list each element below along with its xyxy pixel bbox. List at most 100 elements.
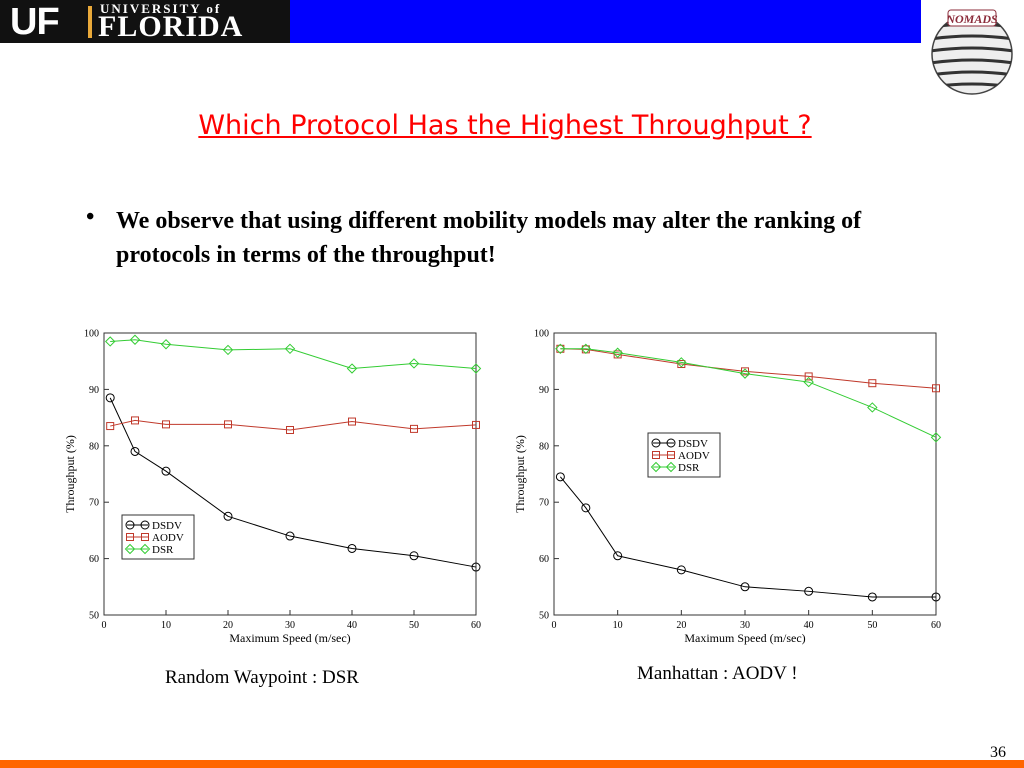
logo-name: FLORIDA bbox=[98, 10, 244, 43]
series-line-aodv bbox=[110, 419, 477, 431]
logo-short: UF bbox=[10, 1, 60, 43]
data-point-aodv bbox=[868, 379, 877, 388]
data-point-dsr bbox=[160, 339, 172, 350]
y-axis-label: Throughput (%) bbox=[513, 435, 527, 513]
y-tick-label: 50 bbox=[539, 611, 549, 622]
series-dsr bbox=[104, 334, 482, 374]
data-point-dsdv bbox=[581, 503, 591, 513]
y-tick-label: 80 bbox=[539, 441, 549, 452]
data-point-dsdv bbox=[867, 592, 877, 602]
logo-divider bbox=[88, 6, 92, 38]
series-line-dsdv bbox=[109, 397, 477, 568]
data-point-aodv bbox=[162, 420, 170, 429]
legend-marker-dsr bbox=[650, 461, 662, 473]
slide-title: Which Protocol Has the Highest Throughpu… bbox=[198, 110, 812, 141]
data-point-dsr bbox=[803, 376, 814, 388]
data-point-dsdv bbox=[347, 543, 357, 553]
data-point-dsdv bbox=[471, 562, 481, 572]
x-tick-label: 20 bbox=[676, 620, 686, 631]
data-point-dsr bbox=[346, 363, 358, 374]
data-point-dsr bbox=[129, 334, 141, 345]
y-tick-label: 60 bbox=[539, 554, 549, 565]
x-tick-label: 50 bbox=[867, 620, 877, 631]
nomads-label: NOMADS bbox=[945, 12, 998, 26]
y-axis-label: Throughput (%) bbox=[63, 435, 77, 513]
data-point-dsdv bbox=[676, 565, 686, 575]
series-line-dsr bbox=[110, 339, 477, 370]
x-tick-label: 40 bbox=[804, 620, 814, 631]
legend-marker-dsdv bbox=[140, 520, 150, 530]
caption-manhattan: Manhattan : AODV ! bbox=[637, 663, 798, 684]
x-tick-label: 10 bbox=[161, 620, 171, 631]
series-dsdv bbox=[105, 393, 481, 572]
legend-label-dsr: DSR bbox=[678, 462, 700, 474]
legend-label-aodv: AODV bbox=[152, 532, 184, 544]
data-point-dsr bbox=[676, 357, 687, 368]
legend-marker-aodv bbox=[667, 451, 675, 459]
legend-marker-dsr bbox=[665, 461, 677, 473]
data-point-dsdv bbox=[130, 446, 140, 456]
data-point-dsdv bbox=[409, 551, 419, 561]
data-point-dsdv bbox=[931, 592, 941, 602]
legend-marker-aodv bbox=[126, 533, 134, 541]
y-tick-label: 100 bbox=[534, 329, 549, 340]
data-point-aodv bbox=[804, 372, 813, 381]
plot-frame bbox=[103, 332, 477, 616]
data-point-dsdv bbox=[804, 586, 814, 596]
x-axis-label: Maximum Speed (m/sec) bbox=[684, 631, 805, 645]
y-tick-label: 80 bbox=[89, 441, 99, 452]
data-point-aodv bbox=[224, 420, 232, 429]
footer-bar bbox=[0, 760, 1024, 768]
x-tick-label: 60 bbox=[471, 620, 481, 631]
legend-marker-aodv bbox=[652, 451, 660, 459]
data-point-dsr bbox=[867, 402, 878, 413]
y-tick-label: 90 bbox=[89, 385, 99, 396]
x-tick-label: 0 bbox=[552, 620, 557, 631]
data-point-dsr bbox=[555, 343, 566, 354]
data-point-dsr bbox=[739, 368, 751, 379]
data-point-aodv bbox=[348, 417, 356, 426]
x-tick-label: 50 bbox=[409, 620, 419, 631]
caption-random-waypoint: Random Waypoint : DSR bbox=[165, 667, 359, 688]
data-point-dsr bbox=[612, 347, 623, 358]
data-point-dsdv bbox=[105, 393, 115, 403]
y-tick-label: 70 bbox=[89, 498, 99, 509]
data-point-dsr bbox=[930, 432, 942, 443]
legend-label-dsdv: DSDV bbox=[152, 520, 182, 532]
series-line-dsdv bbox=[559, 476, 936, 598]
data-point-dsr bbox=[408, 358, 420, 369]
nomads-logo: NOMADS bbox=[931, 9, 1013, 95]
bullet-marker: • bbox=[86, 204, 95, 230]
data-point-aodv bbox=[131, 416, 139, 425]
data-point-dsdv bbox=[161, 466, 171, 476]
y-tick-label: 60 bbox=[89, 554, 99, 565]
data-point-aodv bbox=[472, 420, 480, 429]
y-tick-label: 100 bbox=[84, 329, 99, 340]
x-tick-label: 0 bbox=[102, 620, 107, 631]
x-tick-label: 60 bbox=[931, 620, 941, 631]
legend-marker-dsr bbox=[124, 543, 136, 555]
chart-manhattan: 0 10 20 30 40 50 60 50 60 70 80 90 100 Maximum Speed … bbox=[513, 329, 942, 645]
x-tick-label: 10 bbox=[613, 620, 623, 631]
data-point-dsdv bbox=[223, 511, 233, 521]
series-dsr bbox=[555, 343, 942, 443]
data-point-aodv bbox=[106, 422, 115, 431]
x-tick-label: 20 bbox=[223, 620, 233, 631]
data-point-dsdv bbox=[613, 551, 623, 561]
data-point-dsdv bbox=[285, 531, 295, 541]
series-line-dsr bbox=[560, 348, 937, 438]
data-point-dsr bbox=[470, 363, 482, 374]
x-axis-label: Maximum Speed (m/sec) bbox=[229, 631, 350, 645]
series-aodv bbox=[106, 416, 480, 435]
legend-label-dsdv: DSDV bbox=[678, 438, 708, 450]
x-tick-label: 30 bbox=[740, 620, 750, 631]
x-tick-label: 30 bbox=[285, 620, 295, 631]
page-number: 36 bbox=[990, 744, 1006, 761]
legend-marker-aodv bbox=[141, 533, 149, 541]
y-tick-label: 70 bbox=[539, 498, 549, 509]
y-tick-label: 50 bbox=[89, 611, 99, 622]
series-dsdv bbox=[555, 472, 941, 602]
data-point-aodv bbox=[741, 367, 749, 376]
logo-university: UNIVERSITY of bbox=[100, 1, 222, 16]
